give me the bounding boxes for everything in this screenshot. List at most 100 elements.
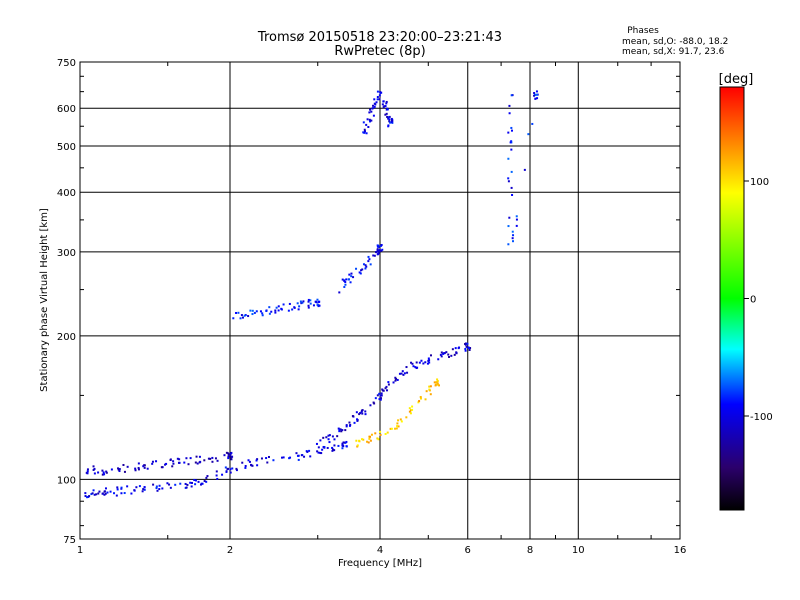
data-point (336, 435, 339, 438)
data-point (364, 410, 367, 413)
data-point (410, 361, 413, 364)
data-point (267, 455, 270, 458)
data-point (389, 427, 392, 430)
data-point (106, 491, 109, 494)
data-point (390, 427, 393, 430)
data-point (197, 480, 200, 483)
data-point (511, 230, 514, 233)
data-point (186, 483, 189, 486)
data-point (447, 353, 450, 356)
data-point (105, 471, 108, 474)
data-point (303, 455, 306, 458)
x-tick-label: 10 (572, 545, 585, 556)
data-point (260, 457, 263, 460)
data-point (341, 278, 344, 281)
data-point (507, 225, 510, 228)
data-point (373, 254, 376, 257)
data-point (333, 438, 336, 441)
data-point (275, 306, 278, 309)
data-point (380, 249, 383, 252)
y-tick-label: 400 (57, 188, 76, 199)
y-tick-labels: 75 100 200 300 400 500 600 750 (57, 58, 76, 546)
data-point (378, 398, 381, 401)
data-point (130, 492, 133, 495)
data-point (211, 460, 214, 463)
data-point (403, 372, 406, 375)
data-point (510, 129, 513, 132)
data-point (377, 252, 380, 255)
data-point (216, 459, 219, 462)
data-point (137, 466, 140, 469)
data-point (358, 271, 361, 274)
data-point (355, 439, 358, 442)
data-point (155, 460, 158, 463)
data-point (224, 466, 227, 469)
data-point (386, 115, 389, 118)
data-point (282, 303, 285, 306)
data-point (367, 126, 370, 129)
data-point (437, 383, 440, 386)
data-point (424, 361, 427, 364)
data-point (138, 485, 141, 488)
data-point (333, 444, 336, 447)
data-point (282, 456, 285, 459)
data-point (231, 467, 234, 470)
data-point (199, 483, 202, 486)
data-point (102, 471, 105, 474)
x-tick-label: 8 (527, 545, 533, 556)
data-point (411, 362, 414, 365)
data-point (440, 351, 443, 354)
data-point (429, 354, 432, 357)
data-point (365, 132, 368, 135)
data-point (244, 465, 247, 468)
data-point (250, 463, 253, 466)
data-point (143, 486, 146, 489)
data-point (381, 103, 384, 106)
data-point (399, 418, 402, 421)
data-point (120, 492, 123, 495)
data-point (394, 376, 397, 379)
data-point (151, 462, 154, 465)
data-point (315, 442, 318, 445)
data-point (531, 122, 534, 125)
data-point (344, 429, 347, 432)
data-point (359, 412, 362, 415)
data-point (376, 245, 379, 248)
data-point (364, 264, 367, 267)
data-point (384, 432, 387, 435)
data-point (235, 311, 238, 314)
data-point (322, 445, 325, 448)
data-point (348, 421, 351, 424)
data-point (203, 480, 206, 483)
data-point (389, 121, 392, 124)
data-point (169, 486, 172, 489)
data-point (314, 300, 317, 303)
data-point (424, 398, 427, 401)
data-point (223, 454, 226, 457)
data-point (369, 108, 372, 111)
data-point (434, 383, 437, 386)
data-point (189, 457, 192, 460)
data-point (390, 118, 393, 121)
data-point (380, 397, 383, 400)
data-point (385, 108, 388, 111)
data-point (306, 450, 309, 453)
data-point (387, 117, 390, 120)
data-point (507, 180, 510, 183)
data-point (534, 93, 537, 96)
data-point (277, 305, 280, 308)
data-point (241, 461, 244, 464)
data-point (425, 390, 428, 393)
data-point (468, 348, 471, 351)
data-point (428, 361, 431, 364)
colorbar-tick-label: -100 (750, 412, 773, 423)
data-point (420, 359, 423, 362)
data-point (126, 485, 129, 488)
data-point (315, 301, 318, 304)
data-point (350, 272, 353, 275)
data-point (455, 351, 458, 354)
data-point (364, 267, 367, 270)
data-point (93, 467, 96, 470)
data-point (426, 362, 429, 365)
data-point (160, 466, 163, 469)
